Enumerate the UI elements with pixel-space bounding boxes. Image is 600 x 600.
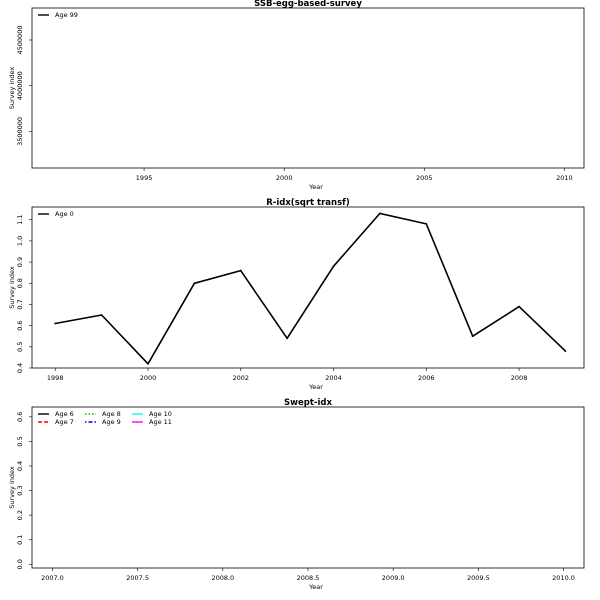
data-point: [471, 335, 474, 338]
x-tick-label: 2009.5: [467, 574, 490, 582]
x-tick-label: 2009.0: [382, 574, 405, 582]
y-tick-label: 0.6: [16, 320, 24, 330]
x-tick-label: 2002: [232, 374, 249, 382]
data-point: [564, 350, 567, 352]
plot-frame: [31, 406, 585, 569]
data-point: [147, 362, 149, 365]
y-tick-label: 4000000: [16, 71, 24, 100]
legend-label: Age 6: [55, 410, 74, 418]
legend-label: Age 7: [55, 418, 74, 426]
plot-frame: [31, 206, 585, 369]
data-point: [332, 265, 335, 268]
series-line: [55, 212, 566, 365]
x-axis-title: Year: [308, 183, 323, 191]
y-tick-label: 0.5: [16, 342, 24, 352]
x-tick-label: 2010.0: [552, 574, 575, 582]
legend-label: Age 8: [102, 410, 121, 418]
x-tick-label: 2008.0: [211, 574, 234, 582]
x-tick-label: 2008: [511, 374, 528, 382]
data-point: [54, 322, 57, 325]
y-tick-label: 4500000: [16, 26, 24, 55]
y-tick-label: 0.4: [16, 461, 24, 471]
x-tick-label: 2005: [416, 174, 433, 182]
x-tick-label: 1998: [47, 374, 64, 382]
chart-panel-1: SSB-egg-based-survey 1995 2000 2005 2010 3500…: [8, 0, 585, 191]
x-tick-label: 2000: [276, 174, 293, 182]
y-tick-label: 0.4: [16, 363, 24, 373]
y-tick-label: 0.7: [16, 299, 24, 309]
data-point: [286, 337, 289, 340]
y-tick-label: 1.0: [16, 236, 24, 246]
chart-title: Swept-idx: [284, 398, 332, 408]
x-tick-label: 2000: [140, 374, 157, 382]
data-point: [378, 212, 381, 215]
chart-title: SSB-egg-based-survey: [254, 0, 362, 9]
chart-panel-3: Swept-idx 2007.0 2007.5 2008.0 2008.5 2009.0 2…: [8, 398, 585, 591]
y-axis-title: Survey index: [8, 266, 16, 309]
y-tick-label: 0.2: [16, 510, 24, 520]
y-tick-label: 0.5: [16, 436, 24, 446]
x-axis-title: Year: [308, 383, 323, 391]
legend-label: Age 99: [55, 11, 78, 19]
x-axis-title: Year: [308, 583, 323, 591]
data-point: [239, 269, 242, 272]
y-tick-label: 0.6: [16, 412, 24, 422]
y-tick-label: 1.1: [16, 215, 24, 225]
chart-panel-2: R-idx(sqrt transf) 1998 2000 2002 2004 2006 20…: [8, 198, 585, 391]
x-tick-label: 2010: [556, 174, 573, 182]
x-tick-label: 2007.5: [126, 574, 149, 582]
x-tick-label: 2004: [325, 374, 342, 382]
legend-label: Age 11: [149, 418, 172, 426]
x-tick-label: 2008.5: [297, 574, 320, 582]
y-axis-title: Survey index: [8, 67, 16, 110]
y-tick-label: 0.1: [16, 535, 24, 545]
data-point: [425, 223, 428, 225]
y-tick-label: 0.3: [16, 485, 24, 495]
chart-title: R-idx(sqrt transf): [266, 198, 350, 208]
data-point: [100, 314, 103, 316]
y-tick-label: 0.8: [16, 278, 24, 288]
legend-label: Age 10: [149, 410, 172, 418]
y-tick-label: 0.9: [16, 257, 24, 267]
legend-label: Age 0: [55, 210, 74, 218]
y-tick-label: 3500000: [16, 117, 24, 146]
data-point: [518, 305, 520, 308]
legend-label: Age 9: [102, 418, 121, 426]
plot-frame: [31, 7, 585, 169]
data-point: [193, 282, 196, 285]
x-tick-label: 1995: [136, 174, 153, 182]
x-tick-label: 2007.0: [41, 574, 64, 582]
y-tick-label: 0.0: [16, 559, 24, 569]
x-tick-label: 2006: [418, 374, 435, 382]
y-axis-title: Survey index: [8, 466, 16, 509]
